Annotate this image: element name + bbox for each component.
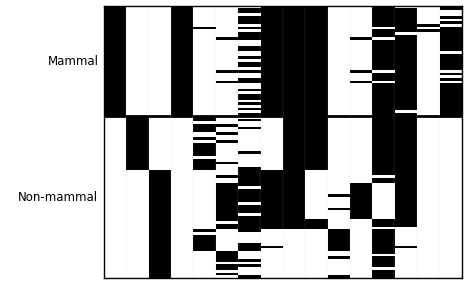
Text: Mammal: Mammal (48, 55, 98, 68)
Text: Non-mammal: Non-mammal (18, 191, 98, 204)
